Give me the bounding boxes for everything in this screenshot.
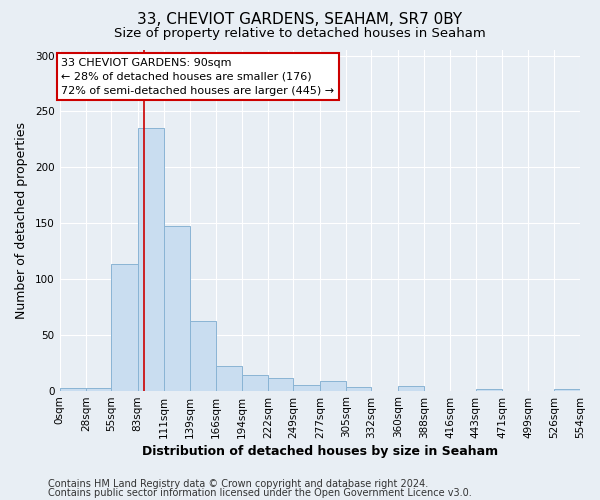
Bar <box>346 387 371 390</box>
Bar <box>215 366 242 390</box>
Bar <box>111 264 137 390</box>
Bar <box>320 380 346 390</box>
Text: Contains HM Land Registry data © Crown copyright and database right 2024.: Contains HM Land Registry data © Crown c… <box>48 479 428 489</box>
Bar <box>268 378 293 390</box>
Text: Size of property relative to detached houses in Seaham: Size of property relative to detached ho… <box>114 28 486 40</box>
Bar <box>398 386 424 390</box>
Text: 33, CHEVIOT GARDENS, SEAHAM, SR7 0BY: 33, CHEVIOT GARDENS, SEAHAM, SR7 0BY <box>137 12 463 28</box>
Text: Contains public sector information licensed under the Open Government Licence v3: Contains public sector information licen… <box>48 488 472 498</box>
Bar <box>137 128 164 390</box>
Bar <box>190 322 215 390</box>
Bar <box>242 375 268 390</box>
Bar <box>86 388 111 390</box>
Bar <box>59 388 86 390</box>
Bar <box>164 226 190 390</box>
X-axis label: Distribution of detached houses by size in Seaham: Distribution of detached houses by size … <box>142 444 498 458</box>
Bar <box>293 385 320 390</box>
Y-axis label: Number of detached properties: Number of detached properties <box>15 122 28 319</box>
Text: 33 CHEVIOT GARDENS: 90sqm
← 28% of detached houses are smaller (176)
72% of semi: 33 CHEVIOT GARDENS: 90sqm ← 28% of detac… <box>61 58 335 96</box>
